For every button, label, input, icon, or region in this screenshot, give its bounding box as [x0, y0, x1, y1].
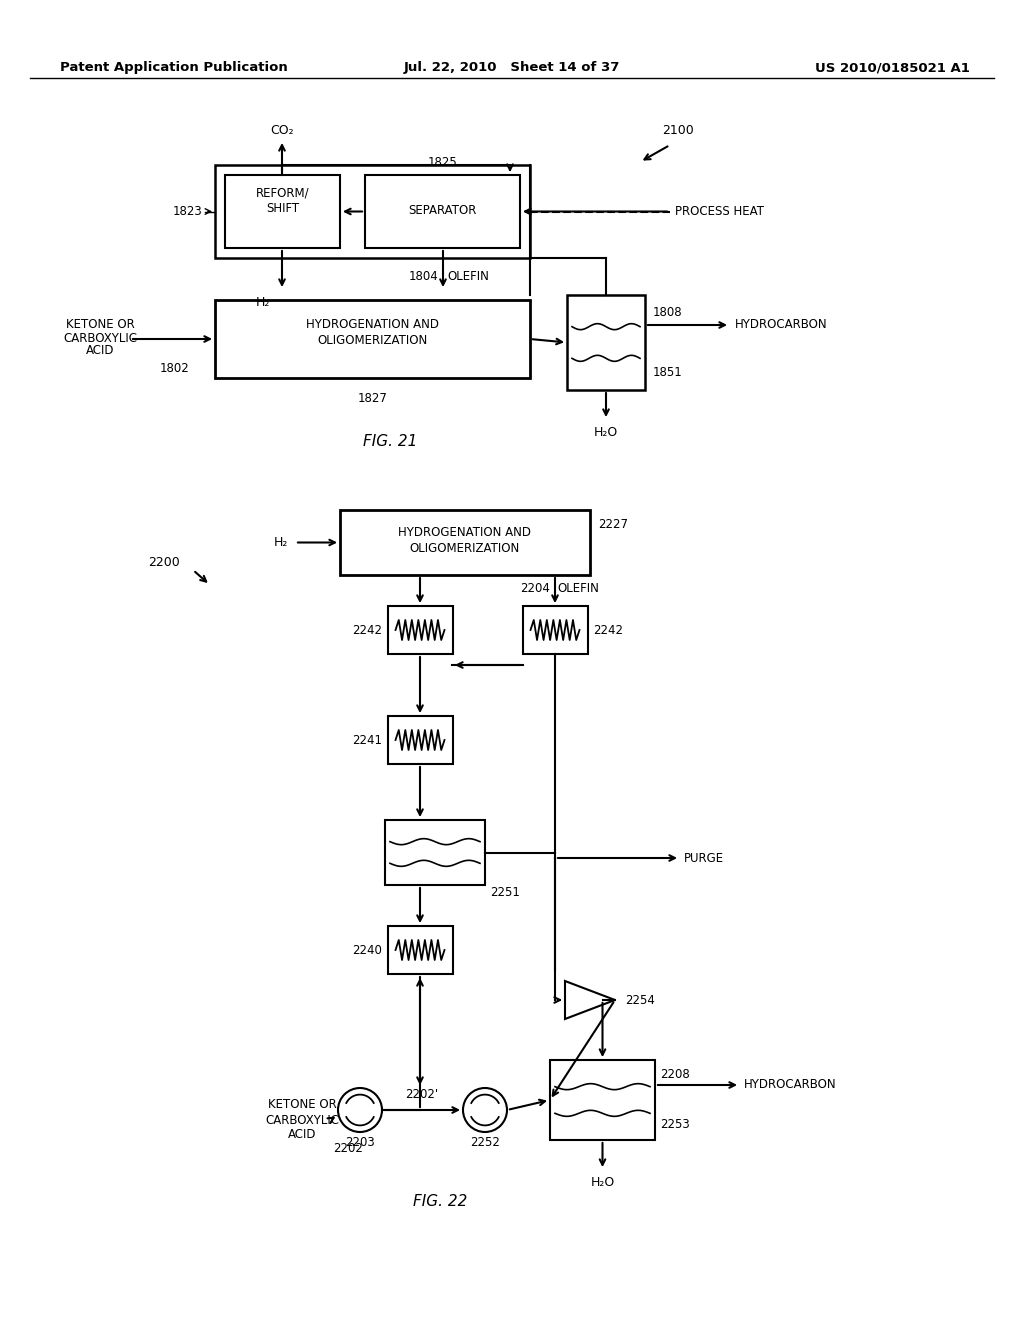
Bar	[385, 820, 485, 884]
Bar	[340, 510, 590, 576]
Text: 1823: 1823	[172, 205, 202, 218]
Text: 1808: 1808	[653, 306, 683, 319]
Text: 2253: 2253	[660, 1118, 690, 1131]
Text: HYDROCARBON: HYDROCARBON	[744, 1078, 837, 1092]
Text: ACID: ACID	[288, 1129, 316, 1142]
Text: 2200: 2200	[148, 556, 180, 569]
Text: 2208: 2208	[660, 1068, 690, 1081]
Text: H₂: H₂	[256, 296, 270, 309]
Text: OLIGOMERIZATION: OLIGOMERIZATION	[317, 334, 428, 346]
Text: 2241: 2241	[352, 734, 382, 747]
Text: SHIFT: SHIFT	[266, 202, 299, 215]
Bar	[365, 176, 520, 248]
Text: HYDROGENATION AND: HYDROGENATION AND	[398, 525, 531, 539]
Text: 1827: 1827	[357, 392, 387, 404]
Text: HYDROGENATION AND: HYDROGENATION AND	[306, 318, 439, 330]
Text: PROCESS HEAT: PROCESS HEAT	[675, 205, 764, 218]
Bar	[215, 165, 530, 257]
Text: 2254: 2254	[625, 994, 655, 1006]
Text: Patent Application Publication: Patent Application Publication	[60, 62, 288, 74]
Bar	[225, 176, 340, 248]
Bar	[567, 294, 645, 389]
Text: 2240: 2240	[352, 944, 382, 957]
Text: 1802: 1802	[160, 362, 189, 375]
Text: FIG. 22: FIG. 22	[413, 1195, 467, 1209]
Text: US 2010/0185021 A1: US 2010/0185021 A1	[815, 62, 970, 74]
Bar	[215, 300, 530, 378]
Text: SEPARATOR: SEPARATOR	[409, 203, 477, 216]
Bar	[387, 927, 453, 974]
Text: 1851: 1851	[653, 366, 683, 379]
Bar	[550, 1060, 655, 1140]
Text: H₂O: H₂O	[591, 1176, 614, 1188]
Text: 2252: 2252	[470, 1135, 500, 1148]
Text: 1804: 1804	[409, 271, 438, 284]
Text: 1825: 1825	[428, 157, 458, 169]
Text: ACID: ACID	[86, 345, 115, 358]
Text: 2204: 2204	[520, 582, 550, 595]
Text: 2203: 2203	[345, 1135, 375, 1148]
Text: Jul. 22, 2010   Sheet 14 of 37: Jul. 22, 2010 Sheet 14 of 37	[403, 62, 621, 74]
Text: KETONE OR: KETONE OR	[66, 318, 134, 331]
Text: REFORM/: REFORM/	[256, 186, 309, 199]
Text: CO₂: CO₂	[270, 124, 294, 136]
Text: 2100: 2100	[662, 124, 693, 136]
Text: H₂O: H₂O	[594, 425, 618, 438]
Text: OLEFIN: OLEFIN	[557, 582, 599, 595]
Text: H₂: H₂	[273, 536, 288, 549]
Text: 2242: 2242	[352, 623, 382, 636]
Text: CARBOXYLIC: CARBOXYLIC	[63, 331, 137, 345]
Text: OLEFIN: OLEFIN	[447, 271, 488, 284]
Text: FIG. 21: FIG. 21	[362, 434, 417, 450]
Bar	[522, 606, 588, 653]
Text: 2202: 2202	[333, 1142, 362, 1155]
Text: 2227: 2227	[598, 519, 628, 532]
Text: 2251: 2251	[490, 887, 520, 899]
Bar	[387, 606, 453, 653]
Text: CARBOXYLIC: CARBOXYLIC	[265, 1114, 339, 1126]
Text: 2242: 2242	[593, 623, 623, 636]
Text: OLIGOMERIZATION: OLIGOMERIZATION	[410, 541, 520, 554]
Text: 2202': 2202'	[406, 1089, 438, 1101]
Text: KETONE OR: KETONE OR	[267, 1098, 336, 1111]
Text: HYDROCARBON: HYDROCARBON	[735, 318, 827, 331]
Bar	[387, 715, 453, 764]
Text: PURGE: PURGE	[684, 851, 724, 865]
